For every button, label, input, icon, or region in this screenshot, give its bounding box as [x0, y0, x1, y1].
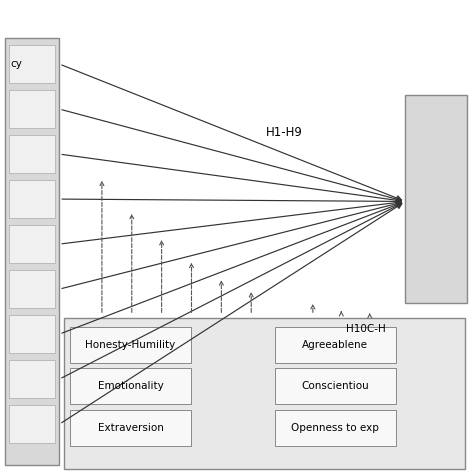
Bar	[64, 318, 465, 469]
Bar	[275, 327, 396, 363]
Bar	[9, 315, 55, 353]
Bar	[9, 90, 55, 128]
Bar	[275, 368, 396, 404]
Bar	[70, 410, 191, 446]
Bar	[9, 405, 55, 443]
Bar	[70, 368, 191, 404]
Bar	[405, 95, 467, 303]
Text: Extraversion: Extraversion	[98, 423, 164, 433]
Bar	[9, 225, 55, 263]
Bar	[70, 327, 191, 363]
Text: H1-H9: H1-H9	[265, 126, 302, 139]
Bar	[9, 270, 55, 308]
Text: Emotionality: Emotionality	[98, 381, 164, 391]
Bar	[9, 45, 55, 83]
Text: Openness to exp: Openness to exp	[292, 423, 379, 433]
Bar	[9, 180, 55, 218]
Bar	[5, 38, 59, 465]
Text: Honesty-Humility: Honesty-Humility	[85, 340, 176, 350]
Text: cy: cy	[10, 59, 22, 69]
Text: Conscientiou: Conscientiou	[301, 381, 369, 391]
Bar	[9, 135, 55, 173]
Bar	[275, 410, 396, 446]
Text: Agreeablene: Agreeablene	[302, 340, 368, 350]
Text: H10C-H: H10C-H	[346, 324, 386, 335]
Bar	[9, 360, 55, 398]
